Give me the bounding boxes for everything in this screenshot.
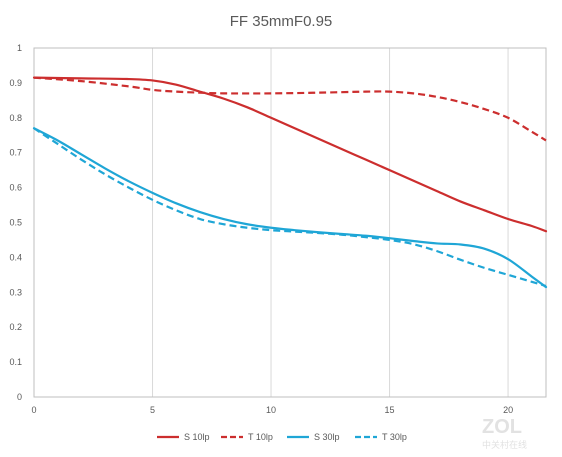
y-tick-label: 0.2 [9,322,22,332]
y-tick-label: 0.8 [9,113,22,123]
y-tick-label: 0.3 [9,287,22,297]
series-line-s-30lp [32,127,548,289]
y-tick-label: 1 [17,43,22,53]
series-line-t-10lp [33,76,547,142]
y-tick-label: 0.6 [9,183,22,193]
y-tick-label: 0.4 [9,252,22,262]
watermark: ZOL 中关村在线 [482,416,527,450]
y-tick-label: 0.1 [9,357,22,367]
x-tick-label: 20 [503,405,513,415]
y-tick-label: 0.7 [9,148,22,158]
x-tick-label: 15 [385,405,395,415]
x-tick-label: 10 [266,405,276,415]
y-tick-label: 0.5 [9,218,22,228]
y-tick-label: 0.9 [9,78,22,88]
legend-label: S 10lp [184,432,210,442]
series-line-t-30lp [33,127,547,288]
series-lines [32,76,548,289]
plot-frame [33,47,547,398]
legend-label: T 30lp [382,432,407,442]
x-tick-label: 0 [31,405,36,415]
legend-label: S 30lp [314,432,340,442]
series-line-s-10lp [32,76,548,233]
watermark-logo: ZOL [482,416,522,438]
grid [33,47,547,398]
watermark-sub: 中关村在线 [482,439,527,450]
legend-label: T 10lp [248,432,273,442]
chart-title: FF 35mmF0.95 [230,13,333,30]
legend: S 10lp T 10lp S 30lp T 30lp [157,432,407,442]
y-tick-label: 0 [17,392,22,402]
x-tick-label: 5 [150,405,155,415]
axis-ticks: 0 5 10 15 20 0 0.1 0.2 0.3 0.4 0.5 0.6 0.7 0.8 0.9 1 [9,43,513,415]
